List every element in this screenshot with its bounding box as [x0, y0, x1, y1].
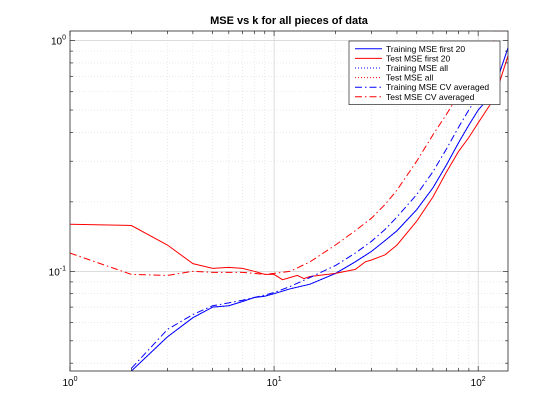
legend-label: Test MSE first 20: [386, 53, 451, 63]
grid: [70, 31, 508, 371]
legend-box: [348, 40, 501, 105]
legend-label: Training MSE CV averaged: [386, 82, 489, 92]
series-line-2: [70, 55, 508, 281]
legend-label: Test MSE CV averaged: [386, 92, 475, 102]
legend-label: Test MSE all: [386, 73, 433, 83]
legend-label: Training MSE all: [386, 63, 448, 73]
chart-title: MSE vs k for all pieces of data: [210, 15, 369, 27]
plot-frame: [69, 30, 509, 372]
series-line-3: [131, 47, 508, 371]
series-line-6: [70, 40, 495, 276]
legend-label: Training MSE first 20: [386, 44, 465, 54]
series-layer: [70, 31, 508, 371]
series-line-5: [131, 73, 495, 369]
tick-marks: [69, 31, 508, 371]
